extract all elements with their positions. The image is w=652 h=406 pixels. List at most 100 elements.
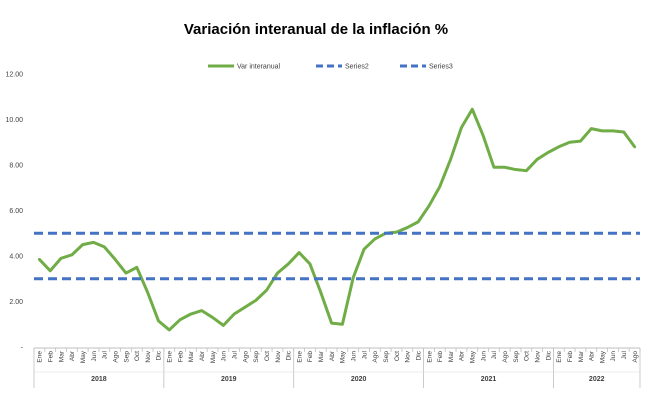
- x-tick-label: Ene: [296, 351, 303, 363]
- x-tick-label: Oct: [134, 351, 141, 361]
- data-point: [255, 299, 257, 301]
- data-point: [341, 323, 343, 325]
- data-point: [568, 141, 570, 143]
- x-tick-label: Dic: [415, 350, 422, 360]
- data-point: [222, 324, 224, 326]
- data-point: [71, 254, 73, 256]
- data-point: [81, 243, 83, 245]
- x-year-label: 2020: [351, 376, 367, 383]
- data-point: [374, 238, 376, 240]
- x-tick-label: Ene: [167, 351, 174, 363]
- data-point: [244, 306, 246, 308]
- data-point: [395, 231, 397, 233]
- data-point: [406, 226, 408, 228]
- x-tick-label: Jun: [91, 351, 98, 362]
- chart-legend: Var interanual Series2 Series3: [208, 64, 453, 71]
- x-tick-label: Oct: [394, 351, 401, 361]
- chart-title: Variación interanual de la inflación %: [184, 21, 448, 38]
- x-tick-label: Jul: [491, 350, 498, 359]
- data-point: [287, 263, 289, 265]
- legend-label: Var interanual: [237, 64, 281, 71]
- x-tick-label: Abr: [69, 350, 76, 361]
- data-point: [536, 158, 538, 160]
- x-tick-label: Nov: [145, 350, 152, 362]
- data-point: [449, 158, 451, 160]
- x-tick-label: Ago: [632, 351, 639, 363]
- x-year-label: 2021: [481, 376, 497, 383]
- data-point: [601, 130, 603, 132]
- x-year-label: 2022: [589, 376, 605, 383]
- x-tick-label: May: [470, 350, 477, 363]
- x-tick-label: May: [80, 350, 87, 363]
- data-point: [514, 168, 516, 170]
- x-tick-label: Feb: [567, 351, 574, 363]
- data-point: [49, 270, 51, 272]
- x-axis: Ene Feb Mar Abr May Jun Jul Ago Sep Oct Nov Dic Ene F…: [33, 347, 641, 388]
- data-point: [363, 248, 365, 250]
- data-point: [38, 258, 40, 260]
- x-tick-label: Sep: [123, 351, 130, 363]
- x-tick-label: Ago: [112, 351, 119, 363]
- x-tick-label: Ene: [556, 351, 563, 363]
- x-tick-label: Sep: [513, 351, 520, 363]
- x-year-label: 2018: [91, 376, 107, 383]
- series-line-var-interanual: [37, 107, 637, 332]
- x-tick-label: Jul: [102, 350, 109, 359]
- x-tick-label: Abr: [589, 350, 596, 361]
- data-point: [233, 313, 235, 315]
- x-tick-label: Abr: [329, 350, 336, 361]
- x-tick-label: Sep: [253, 351, 260, 363]
- x-tick-label: Ago: [372, 351, 379, 363]
- x-tick-label: Mar: [318, 350, 325, 362]
- data-point: [330, 322, 332, 324]
- data-point: [504, 166, 506, 168]
- x-tick-label: Ene: [37, 351, 44, 363]
- x-year-label: 2019: [221, 376, 237, 383]
- x-tick-label: Ago: [242, 351, 249, 363]
- data-point: [211, 316, 213, 318]
- legend-label: Series3: [429, 64, 453, 71]
- x-tick-label: Sep: [383, 351, 390, 363]
- x-tick-label: Jul: [621, 350, 628, 359]
- x-tick-label: Dic: [156, 350, 163, 360]
- data-point: [309, 263, 311, 265]
- data-point: [460, 126, 462, 128]
- data-point: [558, 146, 560, 148]
- y-tick-label: 2.00: [9, 299, 23, 306]
- x-tick-label: Jul: [361, 350, 368, 359]
- data-point: [590, 127, 592, 129]
- data-point: [157, 320, 159, 322]
- data-point: [168, 329, 170, 331]
- x-tick-label: May: [210, 350, 217, 363]
- data-point: [190, 313, 192, 315]
- x-tick-label: Jun: [351, 351, 358, 362]
- x-tick-label: Ene: [426, 351, 433, 363]
- data-point: [579, 140, 581, 142]
- y-tick-label: 8.00: [9, 163, 23, 170]
- series-layer: [34, 107, 640, 332]
- data-point: [612, 130, 614, 132]
- x-tick-label: Abr: [459, 350, 466, 361]
- data-point: [125, 272, 127, 274]
- x-tick-label: Jul: [231, 350, 238, 359]
- data-point: [471, 108, 473, 110]
- x-tick-label: Nov: [275, 350, 282, 362]
- data-point: [60, 257, 62, 259]
- data-point: [428, 205, 430, 207]
- data-point: [633, 146, 635, 148]
- x-tick-label: Jun: [221, 351, 228, 362]
- data-point: [146, 291, 148, 293]
- data-point: [265, 289, 267, 291]
- x-tick-label: Feb: [177, 351, 184, 363]
- x-tick-label: May: [340, 350, 347, 363]
- y-tick-label: 6.00: [9, 208, 23, 215]
- data-point: [298, 251, 300, 253]
- x-tick-label: Jun: [480, 351, 487, 362]
- data-point: [276, 272, 278, 274]
- data-point: [201, 309, 203, 311]
- data-point: [320, 291, 322, 293]
- data-point: [179, 319, 181, 321]
- data-point: [623, 131, 625, 133]
- x-tick-label: Nov: [405, 350, 412, 362]
